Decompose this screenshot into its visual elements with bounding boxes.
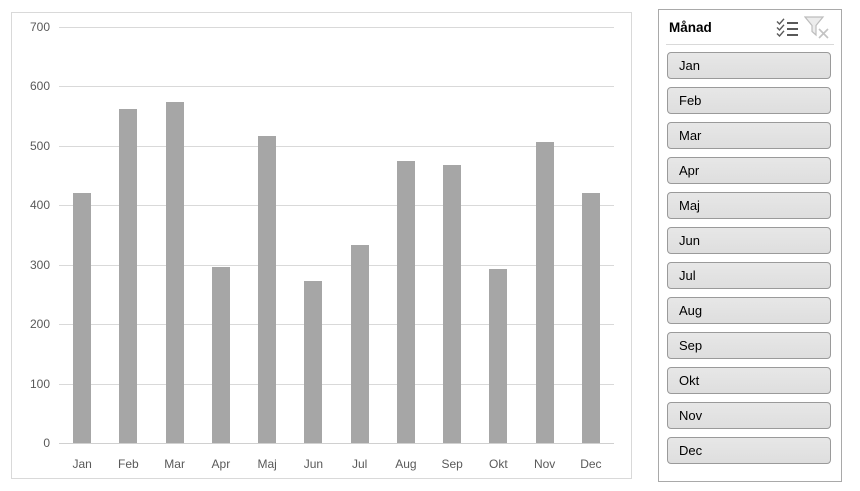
x-axis-tick-label-mar: Mar xyxy=(164,457,185,471)
slicer-item-mar[interactable]: Mar xyxy=(667,122,831,149)
x-axis-tick-label-jun: Jun xyxy=(303,457,324,471)
clear-filter-icon[interactable] xyxy=(802,15,832,39)
y-axis-tick-label: 300 xyxy=(29,257,50,272)
bar-aug xyxy=(396,160,415,443)
slicer-item-jan[interactable]: Jan xyxy=(667,52,831,79)
bar-dec xyxy=(581,193,600,443)
slicer-item-okt[interactable]: Okt xyxy=(667,367,831,394)
bar-maj xyxy=(258,135,277,443)
bar-nov xyxy=(535,142,554,443)
y-axis-tick-label: 100 xyxy=(29,376,50,391)
x-axis-tick-label-feb: Feb xyxy=(118,457,139,471)
x-axis-tick-label-dec: Dec xyxy=(580,457,602,471)
bar-okt xyxy=(489,269,508,443)
bar-sep xyxy=(443,164,462,443)
y-axis-tick-label: 500 xyxy=(29,138,50,153)
gridline-600 xyxy=(59,86,614,88)
x-axis-tick-label-nov: Nov xyxy=(533,457,556,471)
bar-mar xyxy=(165,101,184,443)
slicer-title: Månad xyxy=(669,19,712,35)
y-axis-tick-label: 0 xyxy=(43,436,50,450)
gridline-400 xyxy=(59,205,614,207)
gridline-200 xyxy=(59,324,614,326)
slicer-item-list: Jan Feb Mar Apr Maj Jun Jul Aug Sep Okt Nov Dec xyxy=(667,52,831,472)
x-axis-tick-label-jul: Jul xyxy=(351,457,368,471)
y-axis-tick-label: 600 xyxy=(29,79,50,94)
x-axis-tick-label-maj: Maj xyxy=(257,457,277,471)
slicer-item-maj[interactable]: Maj xyxy=(667,192,831,219)
slicer-item-jul[interactable]: Jul xyxy=(667,262,831,289)
x-axis-tick-label-aug: Aug xyxy=(395,457,417,471)
gridline-700 xyxy=(59,27,614,28)
x-axis-tick-label-sep: Sep xyxy=(441,457,463,471)
slicer-item-sep[interactable]: Sep xyxy=(667,332,831,359)
slicer-item-apr[interactable]: Apr xyxy=(667,157,831,184)
bar-feb xyxy=(119,109,138,443)
multiselect-icon[interactable] xyxy=(772,15,802,39)
gridline-100 xyxy=(59,383,614,385)
slicer-header-divider xyxy=(666,44,834,45)
slicer-item-feb[interactable]: Feb xyxy=(667,87,831,114)
bar-jul xyxy=(350,244,369,443)
y-axis-tick-label: 700 xyxy=(29,20,50,34)
slicer-header: Månad xyxy=(659,10,841,44)
gridline-500 xyxy=(59,145,614,147)
bar-jan xyxy=(73,193,92,443)
slicer-item-aug[interactable]: Aug xyxy=(667,297,831,324)
bar-apr xyxy=(211,266,230,443)
slicer-item-jun[interactable]: Jun xyxy=(667,227,831,254)
gridline-300 xyxy=(59,264,614,266)
bar-jun xyxy=(304,281,323,443)
x-axis-tick-label-apr: Apr xyxy=(211,457,231,471)
x-axis-tick-label-jan: Jan xyxy=(72,457,92,471)
month-slicer: Månad xyxy=(658,9,842,482)
x-axis-tick-label-okt: Okt xyxy=(489,457,508,471)
slicer-item-dec[interactable]: Dec xyxy=(667,437,831,464)
y-axis-tick-label: 400 xyxy=(29,198,50,213)
x-axis-line xyxy=(59,443,614,444)
y-axis-tick-label: 200 xyxy=(29,317,50,332)
slicer-item-nov[interactable]: Nov xyxy=(667,402,831,429)
column-chart: 700 600 500 400 300 200 100 0 Jan Feb Mar Apr Maj Jun… xyxy=(11,12,632,479)
chart-plot-area xyxy=(59,27,614,444)
